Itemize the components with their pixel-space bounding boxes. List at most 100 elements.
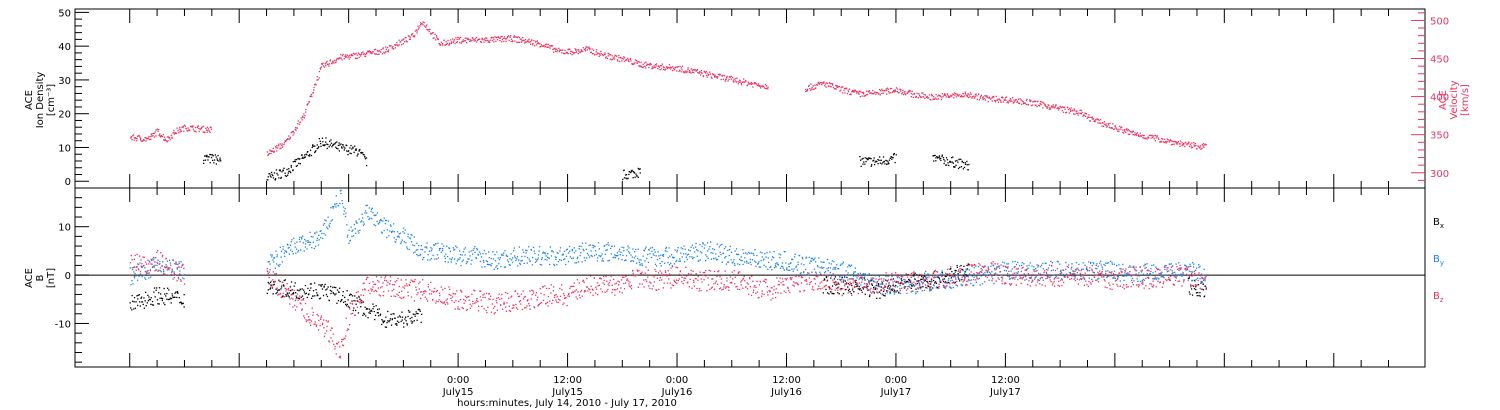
velocity-series-point — [915, 95, 917, 98]
density-series-point — [349, 152, 351, 154]
bz-series-point — [705, 275, 707, 277]
velocity-series-point — [950, 95, 952, 97]
by-series-point — [903, 285, 906, 288]
velocity-series-point — [334, 59, 336, 62]
bz-series-point — [595, 286, 597, 288]
velocity-series-point — [567, 53, 569, 55]
bz-series-point — [682, 283, 684, 285]
velocity-series-point — [954, 92, 956, 94]
velocity-series-point — [706, 76, 708, 78]
bz-series-point — [578, 282, 580, 284]
velocity-series-point — [1088, 116, 1090, 118]
by-series-point — [465, 262, 468, 265]
velocity-series-point — [592, 53, 594, 55]
bz-series-point — [525, 307, 527, 309]
velocity-series-point — [426, 24, 428, 26]
velocity-series-point — [674, 69, 676, 71]
by-series-point — [288, 246, 290, 249]
density-series-point — [962, 161, 965, 164]
bz-series-point — [396, 280, 398, 282]
by-series-point — [645, 246, 647, 248]
bx-series-point — [324, 283, 326, 286]
density-series-point — [359, 149, 361, 151]
velocity-series-point — [539, 43, 541, 45]
velocity-series-point — [678, 70, 680, 73]
bx-series-point — [963, 265, 965, 267]
velocity-series-point — [694, 69, 696, 71]
by-series-point — [918, 282, 920, 284]
bz-series-point — [305, 320, 308, 323]
by-series-point — [1045, 268, 1048, 271]
by-series-point — [1155, 266, 1157, 268]
bz-series-point — [331, 327, 333, 329]
bx-series-point — [957, 277, 960, 279]
by-series-point — [647, 253, 649, 256]
by-series-point — [829, 271, 831, 274]
bx-series-point — [888, 284, 890, 286]
bz-series-point — [274, 273, 276, 275]
velocity-series-point — [710, 76, 712, 78]
velocity-series-point — [458, 37, 461, 39]
bz-series-point — [141, 266, 143, 269]
velocity-series-point — [156, 128, 158, 130]
velocity-series-point — [1162, 141, 1164, 143]
bx-series-point — [901, 279, 903, 282]
velocity-series-point — [759, 84, 761, 87]
velocity-series-point — [1112, 123, 1114, 125]
by-series-point — [457, 258, 459, 260]
velocity-series-point — [1010, 99, 1012, 101]
bz-series-point — [424, 296, 426, 298]
by-series-point — [644, 260, 646, 262]
velocity-series-point — [365, 53, 367, 56]
by-series-point — [728, 261, 730, 263]
bz-series-point — [365, 278, 367, 281]
by-series-point — [1151, 264, 1153, 266]
velocity-series-point — [811, 86, 813, 89]
bx-series-point — [158, 303, 160, 305]
by-series-point — [313, 247, 315, 250]
velocity-series-point — [329, 59, 332, 61]
velocity-series-point — [742, 81, 744, 83]
velocity-series-point — [355, 52, 357, 55]
bz-series-point — [172, 278, 174, 280]
bz-series-point — [573, 291, 575, 293]
bx-series-point — [163, 302, 165, 304]
velocity-series-point — [939, 95, 941, 97]
by-series-point — [560, 259, 562, 261]
by-series-point — [1109, 260, 1112, 262]
by-series-point — [1181, 275, 1183, 277]
by-series-point — [137, 279, 139, 281]
by-series-point — [965, 268, 967, 270]
density-series-point — [306, 154, 308, 156]
bx-series-point — [161, 299, 163, 302]
velocity-series-point — [276, 145, 278, 147]
by-series-point — [316, 239, 318, 241]
by-series-point — [133, 271, 135, 273]
bz-series-point — [271, 286, 273, 288]
by-series-point — [769, 251, 771, 253]
velocity-series-point — [908, 89, 910, 92]
by-series-point — [618, 250, 620, 252]
velocity-series-point — [725, 79, 727, 81]
bx-series-point — [923, 275, 925, 277]
velocity-series-point — [600, 52, 602, 55]
by-series-point — [1010, 270, 1012, 272]
by-series-point — [820, 261, 822, 263]
velocity-series-point — [566, 52, 569, 54]
density-series-point — [887, 163, 889, 165]
velocity-series-point — [571, 50, 573, 53]
velocity-series-point — [662, 66, 665, 68]
velocity-series-point — [279, 148, 281, 150]
bx-series-point — [314, 295, 316, 297]
by-series-point — [669, 264, 671, 266]
velocity-series-point — [968, 96, 970, 99]
by-series-point — [813, 268, 816, 270]
bz-series-point — [482, 296, 484, 299]
by-series-point — [528, 258, 530, 260]
velocity-series-point — [312, 92, 314, 94]
bx-series-point — [132, 300, 134, 302]
velocity-series-point — [446, 42, 449, 45]
by-series-point — [752, 252, 754, 255]
density-series-point — [309, 153, 311, 156]
velocity-series-point — [906, 92, 909, 94]
